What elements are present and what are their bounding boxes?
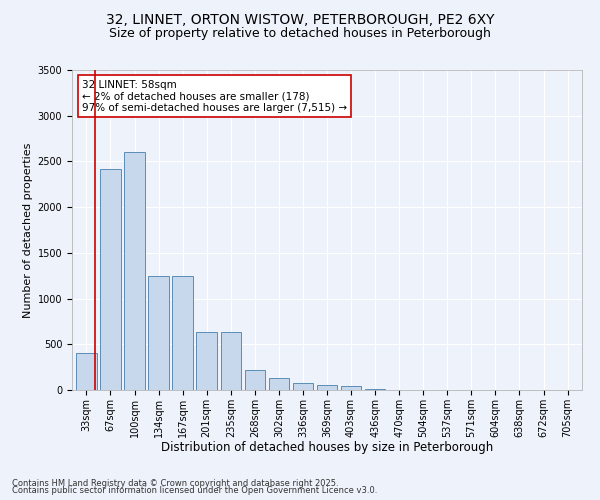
- Bar: [245, 370, 265, 390]
- Bar: [76, 354, 97, 390]
- X-axis label: Distribution of detached houses by size in Peterborough: Distribution of detached houses by size …: [161, 441, 493, 454]
- Bar: [221, 332, 241, 390]
- Bar: [269, 378, 289, 390]
- Bar: [100, 168, 121, 390]
- Bar: [196, 332, 217, 390]
- Text: Size of property relative to detached houses in Peterborough: Size of property relative to detached ho…: [109, 28, 491, 40]
- Bar: [293, 382, 313, 390]
- Bar: [124, 152, 145, 390]
- Text: Contains public sector information licensed under the Open Government Licence v3: Contains public sector information licen…: [12, 486, 377, 495]
- Text: Contains HM Land Registry data © Crown copyright and database right 2025.: Contains HM Land Registry data © Crown c…: [12, 478, 338, 488]
- Text: 32, LINNET, ORTON WISTOW, PETERBOROUGH, PE2 6XY: 32, LINNET, ORTON WISTOW, PETERBOROUGH, …: [106, 12, 494, 26]
- Bar: [341, 386, 361, 390]
- Bar: [148, 276, 169, 390]
- Text: 32 LINNET: 58sqm
← 2% of detached houses are smaller (178)
97% of semi-detached : 32 LINNET: 58sqm ← 2% of detached houses…: [82, 80, 347, 113]
- Bar: [317, 385, 337, 390]
- Bar: [365, 389, 385, 390]
- Y-axis label: Number of detached properties: Number of detached properties: [23, 142, 34, 318]
- Bar: [172, 276, 193, 390]
